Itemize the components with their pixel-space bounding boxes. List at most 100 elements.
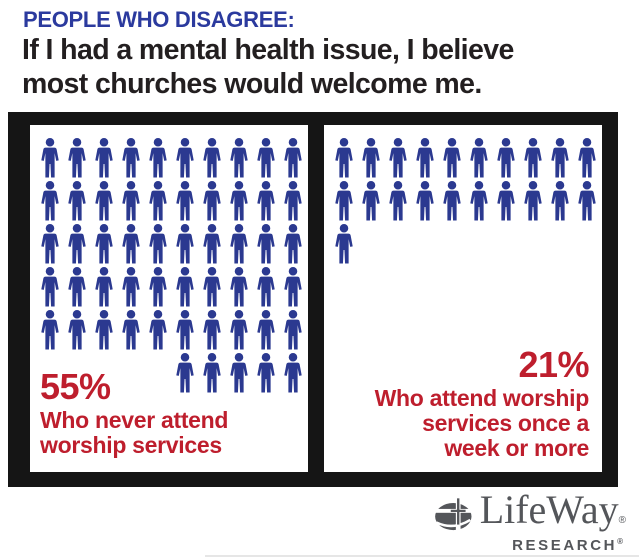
- person-icon: [578, 181, 596, 221]
- brand-name: LifeWay®: [479, 487, 626, 532]
- registered-mark: ®: [618, 515, 626, 526]
- person-icon: [284, 224, 302, 264]
- stat-percent: 55%: [40, 366, 111, 407]
- chart-title: If I had a mental health issue, I believ…: [22, 33, 514, 101]
- person-icon: [176, 181, 194, 221]
- person-icon: [257, 181, 275, 221]
- person-icon: [68, 267, 86, 307]
- brand-text: LifeWay® RESEARCH®: [479, 487, 626, 555]
- person-icon: [257, 138, 275, 178]
- person-icon: [362, 181, 380, 221]
- person-icon: [389, 181, 407, 221]
- person-icon: [524, 181, 542, 221]
- person-icon: [257, 267, 275, 307]
- person-icon: [335, 224, 353, 264]
- person-icon: [68, 310, 86, 350]
- person-icon: [284, 138, 302, 178]
- person-icon: [95, 310, 113, 350]
- registered-mark: ®: [617, 537, 623, 546]
- person-icon: [230, 267, 248, 307]
- person-icon: [203, 138, 221, 178]
- person-icon: [176, 267, 194, 307]
- person-icon: [149, 224, 167, 264]
- person-icon: [203, 181, 221, 221]
- person-icon: [284, 181, 302, 221]
- person-icon: [230, 353, 248, 393]
- person-icon: [497, 181, 515, 221]
- person-icon: [176, 138, 194, 178]
- person-icon: [41, 267, 59, 307]
- person-icon: [257, 224, 275, 264]
- person-icon: [68, 138, 86, 178]
- person-icon: [257, 310, 275, 350]
- person-icon: [551, 181, 569, 221]
- person-icon: [203, 353, 221, 393]
- person-icon: [122, 267, 140, 307]
- person-icon: [416, 181, 434, 221]
- person-icon: [41, 224, 59, 264]
- person-icon: [230, 224, 248, 264]
- pictograph-grid-weekly-attend: [333, 138, 598, 264]
- person-icon: [149, 310, 167, 350]
- person-icon: [122, 138, 140, 178]
- stat-label: Who attend worship services once a week …: [374, 385, 590, 461]
- stat-label: Who never attend worship services: [40, 407, 229, 458]
- person-icon: [176, 224, 194, 264]
- person-icon: [284, 310, 302, 350]
- bottom-divider-line: [205, 555, 639, 557]
- person-icon: [470, 138, 488, 178]
- person-icon: [443, 138, 461, 178]
- person-icon: [284, 353, 302, 393]
- panel-never-attend: 55% Who never attend worship services: [30, 125, 308, 472]
- person-icon: [176, 353, 194, 393]
- person-icon: [257, 353, 275, 393]
- brand-footer: LifeWay® RESEARCH®: [432, 487, 626, 555]
- person-icon: [203, 310, 221, 350]
- pictograph-grid-never-attend: [39, 138, 304, 393]
- person-icon: [68, 224, 86, 264]
- person-icon: [230, 181, 248, 221]
- person-icon: [41, 181, 59, 221]
- person-icon: [443, 181, 461, 221]
- person-icon: [203, 224, 221, 264]
- person-icon: [149, 181, 167, 221]
- person-icon: [95, 181, 113, 221]
- person-icon: [416, 138, 434, 178]
- chart-frame: 55% Who never attend worship services 21…: [8, 112, 618, 487]
- person-icon: [335, 181, 353, 221]
- person-icon: [149, 138, 167, 178]
- person-icon: [551, 138, 569, 178]
- lifeway-globe-cross-icon: [432, 497, 474, 531]
- stat-block-never-attend: 55% Who never attend worship services: [40, 369, 228, 458]
- title-line-1: If I had a mental health issue, I believ…: [22, 34, 514, 66]
- person-icon: [176, 310, 194, 350]
- person-icon: [203, 267, 221, 307]
- title-line-2: most churches would welcome me.: [22, 68, 482, 100]
- person-icon: [578, 138, 596, 178]
- eyebrow-heading: PEOPLE WHO DISAGREE:: [23, 7, 295, 32]
- person-icon: [470, 181, 488, 221]
- person-icon: [230, 138, 248, 178]
- person-icon: [284, 267, 302, 307]
- person-icon: [122, 310, 140, 350]
- person-icon: [122, 181, 140, 221]
- person-icon: [95, 138, 113, 178]
- person-icon: [335, 138, 353, 178]
- person-icon: [95, 267, 113, 307]
- person-icon: [524, 138, 542, 178]
- person-icon: [41, 310, 59, 350]
- stat-block-weekly-attend: 21% Who attend worship services once a w…: [374, 344, 590, 461]
- person-icon: [497, 138, 515, 178]
- person-icon: [389, 138, 407, 178]
- person-icon: [122, 224, 140, 264]
- person-icon: [149, 267, 167, 307]
- person-icon: [362, 138, 380, 178]
- person-icon: [230, 310, 248, 350]
- stat-percent: 21%: [518, 344, 589, 385]
- brand-sub-name: RESEARCH®: [512, 537, 623, 554]
- person-icon: [95, 224, 113, 264]
- person-icon: [68, 181, 86, 221]
- person-icon: [41, 138, 59, 178]
- panel-weekly-attend: 21% Who attend worship services once a w…: [324, 125, 602, 472]
